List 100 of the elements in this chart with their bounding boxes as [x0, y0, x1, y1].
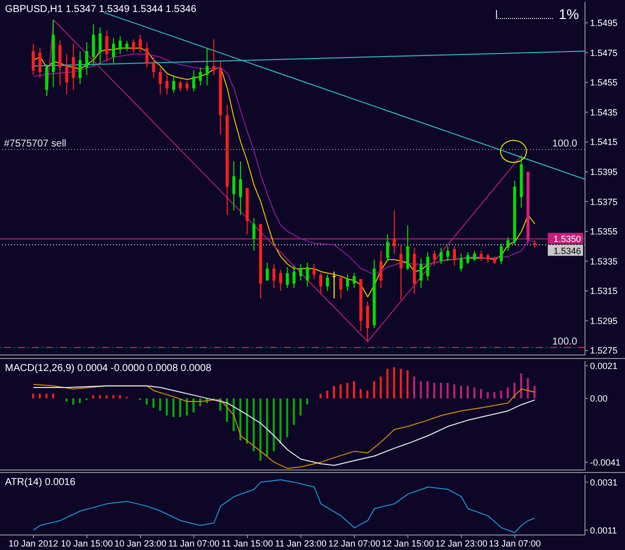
candlestick — [480, 250, 483, 262]
bar — [326, 390, 328, 398]
bar — [32, 394, 34, 398]
y-tick-label: 0.00 — [590, 394, 608, 404]
x-tick-label: 12 Jan 23:00 — [435, 538, 488, 548]
y-tick-label: 1.5475 — [590, 48, 618, 58]
x-tick-label: 12 Jan 15:00 — [382, 538, 434, 548]
bar — [239, 398, 242, 440]
bar — [360, 389, 362, 398]
candlestick — [232, 160, 236, 212]
candlestick — [440, 247, 443, 265]
bar — [306, 398, 308, 405]
y-tick-label: 1.5455 — [590, 78, 618, 88]
bar — [480, 389, 482, 398]
bar — [292, 398, 295, 425]
candlestick — [266, 262, 269, 282]
candlestick — [399, 244, 402, 300]
candlestick — [292, 265, 296, 288]
annotation: 100.0 — [552, 336, 578, 348]
bar — [252, 398, 255, 452]
annotation: 100.0 — [552, 138, 578, 150]
candlestick — [346, 274, 349, 292]
bar — [340, 384, 342, 398]
bar — [353, 381, 355, 398]
bar — [520, 373, 522, 398]
y-tick-label: 0.0031 — [590, 477, 618, 488]
candlestick — [352, 272, 356, 288]
candlestick — [279, 270, 282, 292]
annotation: #7575707 sell — [4, 138, 66, 150]
candlestick — [112, 37, 115, 64]
chart-title: MACD(12,26,9) 0.0004 -0.0000 0.0008 0.0008 — [5, 363, 212, 374]
bar — [460, 386, 462, 398]
bar — [38, 394, 41, 398]
candlestick — [186, 80, 189, 92]
bar — [259, 398, 262, 461]
candlestick — [379, 250, 382, 288]
annotation: 1% — [558, 6, 579, 22]
candlestick — [406, 224, 410, 271]
candlestick — [78, 50, 82, 84]
bar — [386, 368, 388, 398]
bar — [493, 392, 496, 398]
candlestick — [466, 252, 470, 265]
bar — [473, 387, 476, 398]
bar — [373, 381, 376, 398]
bar — [45, 394, 48, 398]
y-tick-label: 1.5335 — [590, 256, 618, 266]
candlestick — [132, 38, 136, 54]
bar — [92, 395, 94, 398]
candlestick — [460, 253, 463, 272]
candlestick — [45, 64, 48, 96]
bar — [446, 382, 449, 398]
candlestick — [286, 266, 289, 288]
candlestick — [272, 264, 276, 288]
candlestick — [239, 160, 242, 216]
bar — [152, 398, 154, 408]
candlestick — [446, 246, 450, 262]
candlestick — [85, 42, 88, 76]
x-tick-label: 13 Jan 07:00 — [488, 538, 541, 548]
candlestick — [506, 236, 510, 252]
bar — [513, 382, 516, 398]
bar — [346, 382, 348, 398]
bar — [320, 394, 322, 398]
candlestick — [98, 26, 102, 66]
chart-title: ATR(14) 0.0016 — [5, 477, 76, 488]
candlestick — [332, 271, 336, 299]
bar — [146, 398, 148, 405]
y-tick-label: 1.5355 — [590, 226, 618, 237]
candlestick — [138, 34, 142, 54]
bar — [159, 398, 162, 411]
y-tick-label: 1.5495 — [590, 18, 618, 28]
candlestick — [92, 24, 95, 67]
candlestick — [152, 56, 156, 78]
bar — [420, 381, 422, 398]
bar — [426, 381, 429, 398]
candlestick — [432, 250, 436, 266]
candlestick — [386, 234, 390, 262]
ref-line-label: 1.5350 — [553, 234, 581, 244]
x-tick-label: 11 Jan 23:00 — [275, 538, 327, 548]
bar — [332, 386, 335, 398]
candlestick — [38, 48, 42, 78]
bar — [486, 392, 489, 398]
bar — [393, 367, 396, 398]
candlestick — [105, 30, 108, 62]
bar — [266, 398, 268, 456]
bar — [526, 378, 529, 398]
candlestick — [206, 48, 209, 86]
bar — [453, 384, 456, 398]
candlestick — [299, 264, 302, 282]
bar — [112, 395, 114, 398]
bar — [466, 386, 469, 398]
candlestick — [452, 246, 456, 266]
candlestick — [339, 276, 342, 299]
candlestick — [178, 80, 182, 92]
bar — [366, 390, 368, 398]
y-tick-label: 0.0011 — [590, 525, 617, 536]
candlestick — [58, 40, 62, 86]
y-tick-label: 1.5295 — [590, 316, 618, 326]
y-tick-label: 1.5415 — [590, 137, 618, 148]
bar — [300, 398, 302, 416]
bar — [380, 376, 382, 398]
